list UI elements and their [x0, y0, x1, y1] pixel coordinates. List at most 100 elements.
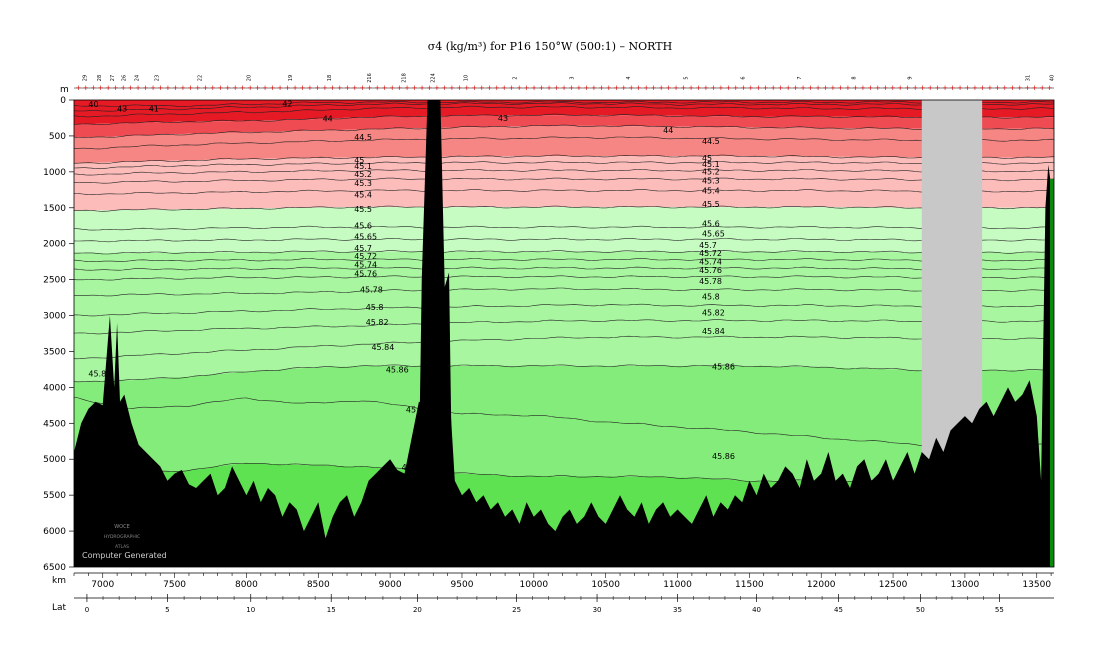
station-axis: + + + + + + + + + + + + + + + + + + + + + + + + + + + + + + + + + + + + + + + +…	[74, 73, 1056, 92]
station-label: 22	[198, 75, 204, 81]
contour-label: 45.82	[366, 318, 389, 327]
x-tick-label: 12500	[879, 580, 908, 590]
lat-tick-label: 35	[673, 606, 682, 614]
station-marker: +	[427, 84, 433, 92]
color-band	[74, 125, 1054, 164]
contour-label: 45.6	[354, 222, 372, 231]
station-marker: +	[501, 84, 507, 92]
station-label: 218	[402, 73, 408, 83]
station-marker: +	[367, 84, 373, 92]
station-marker: +	[135, 84, 141, 92]
station-marker: +	[800, 84, 806, 92]
x-tick-label: 10500	[591, 580, 620, 590]
contour-label: 45.6	[702, 219, 720, 228]
y-axis-unit: m	[60, 85, 69, 95]
station-marker: +	[778, 84, 784, 92]
station-label: 3	[570, 76, 576, 79]
station-marker: +	[852, 84, 858, 92]
station-marker: +	[598, 84, 604, 92]
station-marker: +	[860, 84, 866, 92]
station-marker: +	[442, 84, 448, 92]
lat-tick-label: 55	[995, 606, 1004, 614]
station-marker: +	[486, 84, 492, 92]
station-marker: +	[920, 84, 926, 92]
station-marker: +	[255, 84, 261, 92]
station-marker: +	[202, 84, 208, 92]
contour-label: 40	[88, 100, 98, 109]
station-marker: +	[875, 84, 881, 92]
station-marker: +	[1017, 84, 1023, 92]
station-marker: +	[449, 84, 455, 92]
station-marker: +	[965, 84, 971, 92]
contour-line	[74, 177, 1054, 184]
contour-label: 45.84	[702, 327, 725, 336]
x-tick-label: 11500	[735, 580, 764, 590]
station-marker: +	[1039, 84, 1045, 92]
station-marker: +	[733, 84, 739, 92]
lat-tick-label: 0	[85, 606, 89, 614]
station-marker: +	[329, 84, 335, 92]
x-tick-label: 8000	[235, 580, 258, 590]
y-tick-label: 2000	[43, 240, 66, 250]
y-tick-label: 5500	[43, 491, 66, 501]
watermark-text: HYDROGRAPHIC	[104, 534, 140, 540]
station-label: 23	[154, 75, 160, 81]
station-marker: +	[845, 84, 851, 92]
contour-line	[74, 136, 1054, 150]
station-label: 4	[626, 76, 632, 79]
contour-line	[74, 275, 1054, 281]
station-marker: +	[606, 84, 612, 92]
station-marker: +	[270, 84, 276, 92]
station-marker: +	[1047, 84, 1053, 92]
station-marker: +	[621, 84, 627, 92]
lat-tick-label: 20	[413, 606, 422, 614]
station-marker: +	[419, 84, 425, 92]
station-marker: +	[1002, 84, 1008, 92]
station-label: 28	[97, 75, 103, 81]
contour-label: 45.86	[712, 452, 735, 461]
station-marker: +	[882, 84, 888, 92]
station-label: 9	[907, 76, 913, 79]
y-tick-label: 3000	[43, 312, 66, 322]
station-marker: +	[322, 84, 328, 92]
color-band	[74, 115, 1054, 138]
station-marker: +	[725, 84, 731, 92]
station-marker: +	[927, 84, 933, 92]
chart-title: σ4 (kg/m³) for P16 150°W (500:1) – NORTH	[427, 40, 673, 53]
station-marker: +	[987, 84, 993, 92]
station-marker: +	[815, 84, 821, 92]
station-marker: +	[90, 84, 96, 92]
contour-label: 45.5	[354, 205, 372, 214]
station-marker: +	[337, 84, 343, 92]
station-marker: +	[905, 84, 911, 92]
station-marker: +	[673, 84, 679, 92]
contour-label: 45.76	[699, 266, 722, 275]
contour-label: 45.3	[354, 179, 372, 188]
station-marker: +	[636, 84, 642, 92]
y-tick-label: 6500	[43, 563, 66, 573]
station-marker: +	[830, 84, 836, 92]
station-marker: +	[1024, 84, 1030, 92]
plot-frame	[73, 99, 1055, 568]
station-marker: +	[494, 84, 500, 92]
contour-label: 45.84	[371, 343, 394, 352]
contour-label: 45.8	[366, 303, 384, 312]
contour-label: 45.86	[386, 365, 409, 374]
station-marker: +	[471, 84, 477, 92]
station-marker: +	[591, 84, 597, 92]
station-marker: +	[128, 84, 134, 92]
lat-tick-label: 30	[593, 606, 602, 614]
station-marker: +	[307, 84, 313, 92]
color-band	[74, 251, 1054, 382]
station-marker: +	[113, 84, 119, 92]
station-marker: +	[404, 84, 410, 92]
station-marker: +	[980, 84, 986, 92]
lat-tick-label: 5	[165, 606, 169, 614]
lat-tick-label: 40	[752, 606, 761, 614]
x-tick-label: 9000	[379, 580, 402, 590]
station-label: 7	[797, 76, 803, 79]
contour-line	[74, 100, 1054, 107]
contour-label: 45.1	[354, 162, 372, 171]
contour-label: 45.76	[354, 270, 377, 279]
